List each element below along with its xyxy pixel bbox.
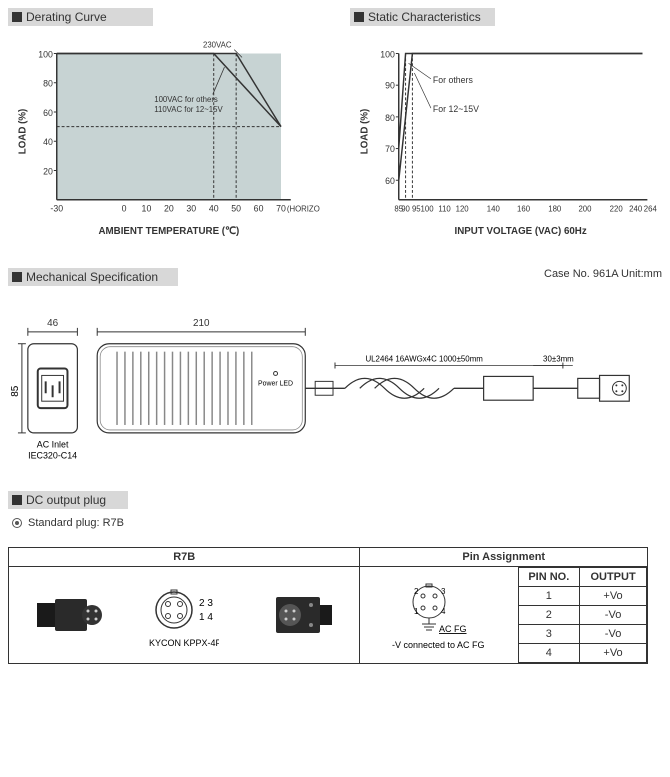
pin-assignment-subtable: PIN NO.OUTPUT 1+Vo 2-Vo 3-Vo 4+Vo bbox=[518, 567, 648, 664]
svg-text:For others: For others bbox=[433, 75, 474, 85]
standard-plug-line: Standard plug: R7B bbox=[12, 517, 662, 529]
svg-text:1 4: 1 4 bbox=[199, 612, 213, 623]
plug-front-icon: 2 3 1 4 KYCON KPPX-4P equivalent bbox=[149, 580, 219, 650]
svg-text:70: 70 bbox=[385, 144, 395, 154]
pinno-header: PIN NO. bbox=[518, 568, 580, 587]
derating-header: Derating Curve bbox=[8, 8, 153, 26]
svg-text:INPUT VOLTAGE (VAC) 60Hz: INPUT VOLTAGE (VAC) 60Hz bbox=[455, 226, 587, 237]
square-icon bbox=[12, 272, 22, 282]
r7b-diagrams: 2 3 1 4 KYCON KPPX-4P equivalent bbox=[9, 567, 360, 664]
svg-text:100: 100 bbox=[380, 49, 395, 59]
svg-text:85: 85 bbox=[10, 385, 21, 397]
svg-text:210: 210 bbox=[193, 317, 210, 328]
plug-side-icon bbox=[32, 585, 102, 645]
svg-text:140: 140 bbox=[487, 204, 501, 213]
svg-text:110: 110 bbox=[438, 204, 451, 213]
plug-back-icon bbox=[266, 585, 336, 645]
square-icon bbox=[354, 12, 364, 22]
svg-text:4: 4 bbox=[441, 607, 446, 616]
dcplug-title: DC output plug bbox=[26, 493, 106, 507]
svg-text:220: 220 bbox=[610, 204, 624, 213]
svg-text:Power LED: Power LED bbox=[258, 380, 293, 387]
bullet-icon bbox=[12, 518, 22, 528]
derating-title: Derating Curve bbox=[26, 10, 107, 24]
pin-table: R7B Pin Assignment 2 3 bbox=[8, 547, 648, 664]
square-icon bbox=[12, 12, 22, 22]
svg-text:100VAC for others: 100VAC for others bbox=[154, 95, 218, 104]
square-icon bbox=[12, 495, 22, 505]
svg-text:UL2464 16AWGx4C 1000±50mm: UL2464 16AWGx4C 1000±50mm bbox=[365, 354, 483, 363]
svg-text:180: 180 bbox=[548, 204, 562, 213]
svg-text:60: 60 bbox=[385, 176, 395, 186]
static-title: Static Characteristics bbox=[368, 10, 481, 24]
output-header: OUTPUT bbox=[580, 568, 647, 587]
svg-text:200: 200 bbox=[578, 204, 592, 213]
static-header: Static Characteristics bbox=[350, 8, 495, 26]
svg-text:50: 50 bbox=[231, 203, 241, 213]
svg-text:1: 1 bbox=[414, 607, 419, 616]
svg-text:230VAC: 230VAC bbox=[203, 41, 232, 50]
svg-text:10: 10 bbox=[142, 203, 152, 213]
svg-text:-V connected to AC FG: -V connected to AC FG bbox=[392, 640, 485, 650]
svg-text:80: 80 bbox=[385, 113, 395, 123]
svg-text:110VAC for 12~15V: 110VAC for 12~15V bbox=[154, 105, 223, 114]
svg-text:80: 80 bbox=[43, 79, 53, 89]
svg-text:For 12~15V: For 12~15V bbox=[433, 104, 479, 114]
r7b-header: R7B bbox=[9, 548, 360, 567]
svg-text:3: 3 bbox=[441, 587, 446, 596]
svg-text:LOAD (%): LOAD (%) bbox=[18, 109, 29, 154]
standard-plug-label: Standard plug: R7B bbox=[28, 517, 124, 529]
svg-text:264: 264 bbox=[644, 204, 658, 213]
svg-text:20: 20 bbox=[164, 203, 174, 213]
mechanical-header: Mechanical Specification bbox=[8, 268, 178, 286]
svg-text:70: 70 bbox=[276, 203, 286, 213]
svg-text:240: 240 bbox=[629, 204, 643, 213]
svg-text:(HORIZONTAL): (HORIZONTAL) bbox=[287, 204, 320, 213]
dcplug-header: DC output plug bbox=[8, 491, 128, 509]
svg-text:2: 2 bbox=[414, 587, 419, 596]
svg-text:AC Inlet: AC Inlet bbox=[37, 439, 69, 449]
svg-text:120: 120 bbox=[456, 204, 470, 213]
mechanical-title: Mechanical Specification bbox=[26, 270, 158, 284]
svg-text:30±3mm: 30±3mm bbox=[543, 354, 574, 363]
svg-text:40: 40 bbox=[209, 203, 219, 213]
derating-chart: 100 80 60 40 20 -30 0 10 20 30 40 50 60 … bbox=[8, 34, 320, 249]
svg-text:AC FG: AC FG bbox=[439, 624, 467, 634]
svg-text:46: 46 bbox=[47, 317, 59, 328]
svg-text:60: 60 bbox=[43, 108, 53, 118]
case-unit-label: Case No. 961A Unit:mm bbox=[544, 268, 662, 280]
acfg-diagram: 2 3 1 4 AC FG -V connected to AC FG bbox=[360, 567, 518, 664]
svg-text:90: 90 bbox=[401, 204, 410, 213]
svg-text:100: 100 bbox=[38, 49, 53, 59]
svg-text:-30: -30 bbox=[50, 203, 63, 213]
svg-text:AMBIENT TEMPERATURE (℃): AMBIENT TEMPERATURE (℃) bbox=[98, 226, 239, 237]
svg-text:60: 60 bbox=[254, 203, 264, 213]
svg-text:IEC320-C14: IEC320-C14 bbox=[28, 450, 77, 460]
svg-text:160: 160 bbox=[517, 204, 531, 213]
svg-text:40: 40 bbox=[43, 137, 53, 147]
svg-text:KYCON KPPX-4P equivalent: KYCON KPPX-4P equivalent bbox=[149, 638, 219, 648]
svg-text:30: 30 bbox=[186, 203, 196, 213]
svg-text:2 3: 2 3 bbox=[199, 598, 213, 609]
svg-text:LOAD (%): LOAD (%) bbox=[360, 109, 371, 154]
svg-text:20: 20 bbox=[43, 166, 53, 176]
svg-text:100: 100 bbox=[421, 204, 435, 213]
mechanical-diagram: 46 210 AC Inlet IEC320-C14 85 bbox=[8, 314, 662, 473]
pa-header: Pin Assignment bbox=[360, 548, 648, 567]
svg-text:0: 0 bbox=[122, 203, 127, 213]
svg-text:90: 90 bbox=[385, 81, 395, 91]
static-chart: 100 90 80 70 60 85 90 95 100 110 120 140… bbox=[350, 34, 662, 249]
